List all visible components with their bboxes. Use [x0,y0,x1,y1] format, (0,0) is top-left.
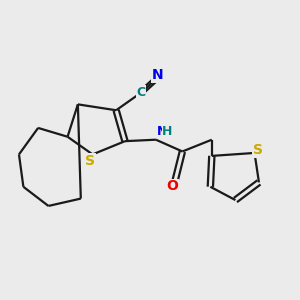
Text: H: H [162,125,172,138]
Text: N: N [152,68,163,82]
Text: S: S [253,143,263,157]
Text: S: S [85,154,95,168]
Text: O: O [167,179,178,193]
Text: C: C [136,86,146,99]
Text: N: N [158,125,168,138]
